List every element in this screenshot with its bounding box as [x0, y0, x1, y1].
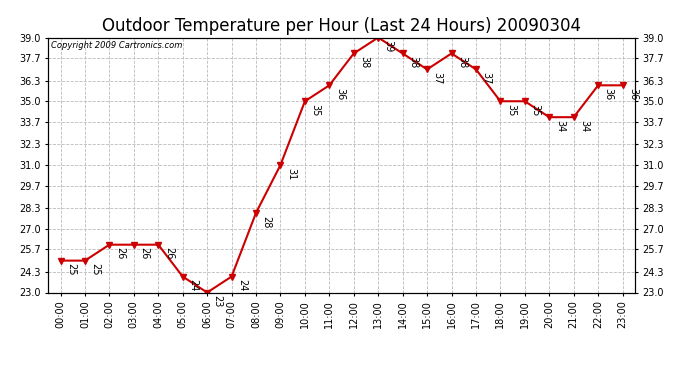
Text: 35: 35 — [310, 104, 320, 116]
Text: 38: 38 — [457, 56, 467, 69]
Text: 37: 37 — [433, 72, 443, 84]
Text: 36: 36 — [335, 88, 345, 101]
Text: Copyright 2009 Cartronics.com: Copyright 2009 Cartronics.com — [51, 41, 183, 50]
Text: 24: 24 — [237, 279, 247, 292]
Text: 26: 26 — [139, 248, 150, 260]
Text: 36: 36 — [604, 88, 613, 101]
Text: 36: 36 — [628, 88, 638, 101]
Text: 25: 25 — [66, 263, 76, 276]
Text: 26: 26 — [115, 248, 125, 260]
Text: 34: 34 — [580, 120, 589, 132]
Text: 25: 25 — [90, 263, 101, 276]
Text: 26: 26 — [164, 248, 174, 260]
Text: 34: 34 — [555, 120, 565, 132]
Text: 38: 38 — [359, 56, 369, 69]
Text: 39: 39 — [384, 40, 394, 53]
Text: 35: 35 — [531, 104, 540, 116]
Text: 24: 24 — [188, 279, 198, 292]
Text: 38: 38 — [408, 56, 418, 69]
Text: 23: 23 — [213, 295, 223, 307]
Text: 28: 28 — [262, 216, 272, 228]
Title: Outdoor Temperature per Hour (Last 24 Hours) 20090304: Outdoor Temperature per Hour (Last 24 Ho… — [102, 16, 581, 34]
Text: 31: 31 — [286, 168, 296, 180]
Text: 37: 37 — [482, 72, 491, 84]
Text: 35: 35 — [506, 104, 516, 116]
